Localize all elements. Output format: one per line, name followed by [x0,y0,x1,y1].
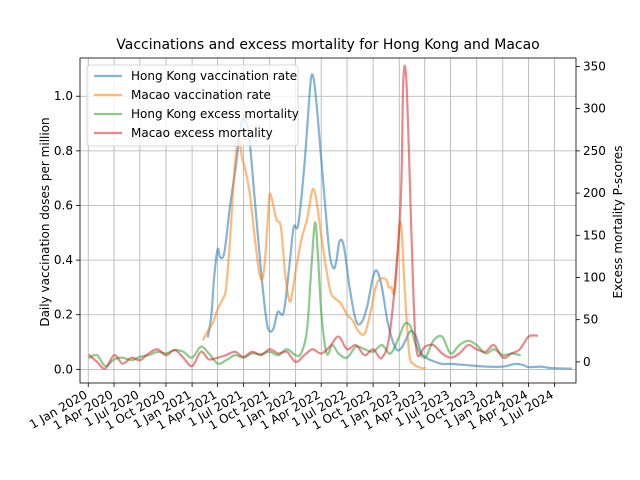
chart-title: Vaccinations and excess mortality for Ho… [116,37,540,53]
legend-label: Hong Kong vaccination rate [131,69,297,83]
legend-entry-macao-vaccination: Macao vaccination rate [94,88,271,102]
left-y-tick-label: 0.8 [54,144,73,158]
right-y-axis-title: Excess mortality P-scores [611,146,625,299]
left-y-axis: 0.0 0.2 0.4 0.6 0.8 1.0 [54,89,80,376]
right-y-tick-label: 50 [583,313,598,327]
left-y-tick-label: 0.2 [54,308,73,322]
legend-entry-hong-kong-excess-mortality: Hong Kong excess mortality [94,107,299,121]
plot-frame [79,57,577,384]
right-y-tick-label: 250 [583,144,606,158]
macao-excess-mortality-line [88,64,539,370]
left-y-tick-label: 1.0 [54,89,73,103]
right-y-tick-label: 100 [583,270,606,284]
legend-label: Macao excess mortality [131,126,273,140]
left-y-axis-title: Daily vaccination doses per million [38,117,52,326]
right-y-tick-label: 200 [583,186,606,200]
right-y-tick-label: 300 [583,102,606,116]
right-y-tick-label: 150 [583,228,606,242]
left-y-tick-label: 0.6 [54,198,73,212]
right-y-tick-label: 0 [583,355,591,369]
legend-label: Hong Kong excess mortality [131,107,299,121]
right-y-axis: 0 50 100 150 200 250 300 350 [576,59,606,369]
legend: Hong Kong vaccination rate Macao vaccinat… [86,64,299,147]
hong-kong-excess-mortality-line [88,221,521,368]
macao-vaccination-line [202,136,426,370]
right-y-tick-label: 350 [583,59,606,73]
legend-label: Macao vaccination rate [131,88,271,102]
left-y-tick-label: 0.0 [54,362,73,376]
left-y-tick-label: 0.4 [54,253,73,267]
legend-entry-hong-kong-vaccination: Hong Kong vaccination rate [94,69,297,83]
legend-entry-macao-excess-mortality: Macao excess mortality [94,126,273,140]
legend-box [86,64,299,147]
